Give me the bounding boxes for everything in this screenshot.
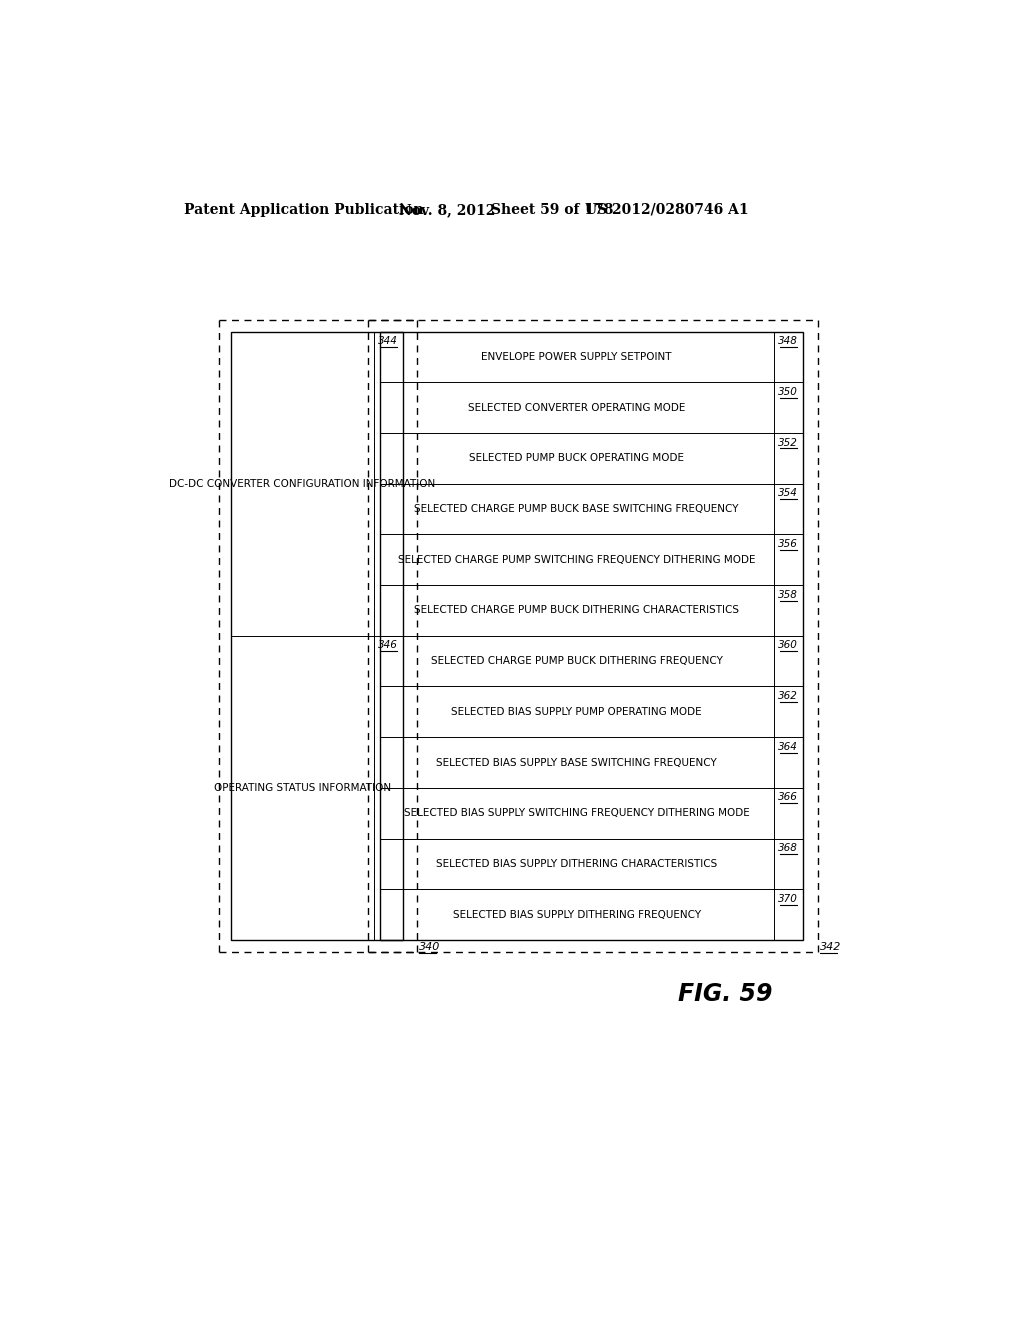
Text: 368: 368 (778, 843, 799, 853)
Text: SELECTED BIAS SUPPLY SWITCHING FREQUENCY DITHERING MODE: SELECTED BIAS SUPPLY SWITCHING FREQUENCY… (403, 808, 750, 818)
Text: DC-DC CONVERTER CONFIGURATION INFORMATION: DC-DC CONVERTER CONFIGURATION INFORMATIO… (169, 479, 435, 488)
Text: Sheet 59 of 178: Sheet 59 of 178 (490, 203, 613, 216)
Text: 344: 344 (379, 337, 398, 346)
Text: 366: 366 (778, 792, 799, 803)
Text: ENVELOPE POWER SUPPLY SETPOINT: ENVELOPE POWER SUPPLY SETPOINT (481, 352, 672, 362)
Text: SELECTED CONVERTER OPERATING MODE: SELECTED CONVERTER OPERATING MODE (468, 403, 685, 413)
Text: 340: 340 (420, 942, 440, 952)
Text: FIG. 59: FIG. 59 (678, 982, 773, 1006)
Text: US 2012/0280746 A1: US 2012/0280746 A1 (586, 203, 749, 216)
Text: 342: 342 (820, 942, 842, 952)
Text: 364: 364 (778, 742, 799, 752)
Text: 350: 350 (778, 387, 799, 397)
Text: 370: 370 (778, 894, 799, 904)
Text: SELECTED PUMP BUCK OPERATING MODE: SELECTED PUMP BUCK OPERATING MODE (469, 453, 684, 463)
Text: 348: 348 (778, 337, 799, 346)
Text: SELECTED BIAS SUPPLY DITHERING FREQUENCY: SELECTED BIAS SUPPLY DITHERING FREQUENCY (453, 909, 700, 920)
Text: 362: 362 (778, 692, 799, 701)
Text: OPERATING STATUS INFORMATION: OPERATING STATUS INFORMATION (214, 783, 391, 793)
Text: SELECTED BIAS SUPPLY PUMP OPERATING MODE: SELECTED BIAS SUPPLY PUMP OPERATING MODE (452, 706, 702, 717)
Text: SELECTED CHARGE PUMP BUCK BASE SWITCHING FREQUENCY: SELECTED CHARGE PUMP BUCK BASE SWITCHING… (415, 504, 739, 513)
Text: SELECTED BIAS SUPPLY BASE SWITCHING FREQUENCY: SELECTED BIAS SUPPLY BASE SWITCHING FREQ… (436, 758, 717, 767)
Text: SELECTED CHARGE PUMP BUCK DITHERING CHARACTERISTICS: SELECTED CHARGE PUMP BUCK DITHERING CHAR… (415, 606, 739, 615)
Text: 358: 358 (778, 590, 799, 599)
Bar (231, 331, 403, 940)
Text: SELECTED CHARGE PUMP BUCK DITHERING FREQUENCY: SELECTED CHARGE PUMP BUCK DITHERING FREQ… (431, 656, 723, 667)
Text: Nov. 8, 2012: Nov. 8, 2012 (399, 203, 496, 216)
Text: 354: 354 (778, 488, 799, 499)
Text: 352: 352 (778, 438, 799, 447)
Bar (380, 331, 803, 940)
Text: Patent Application Publication: Patent Application Publication (183, 203, 424, 216)
Text: SELECTED BIAS SUPPLY DITHERING CHARACTERISTICS: SELECTED BIAS SUPPLY DITHERING CHARACTER… (436, 859, 718, 869)
Text: 346: 346 (379, 640, 398, 651)
Text: SELECTED CHARGE PUMP SWITCHING FREQUENCY DITHERING MODE: SELECTED CHARGE PUMP SWITCHING FREQUENCY… (398, 554, 756, 565)
Text: 360: 360 (778, 640, 799, 651)
Text: 356: 356 (778, 539, 799, 549)
